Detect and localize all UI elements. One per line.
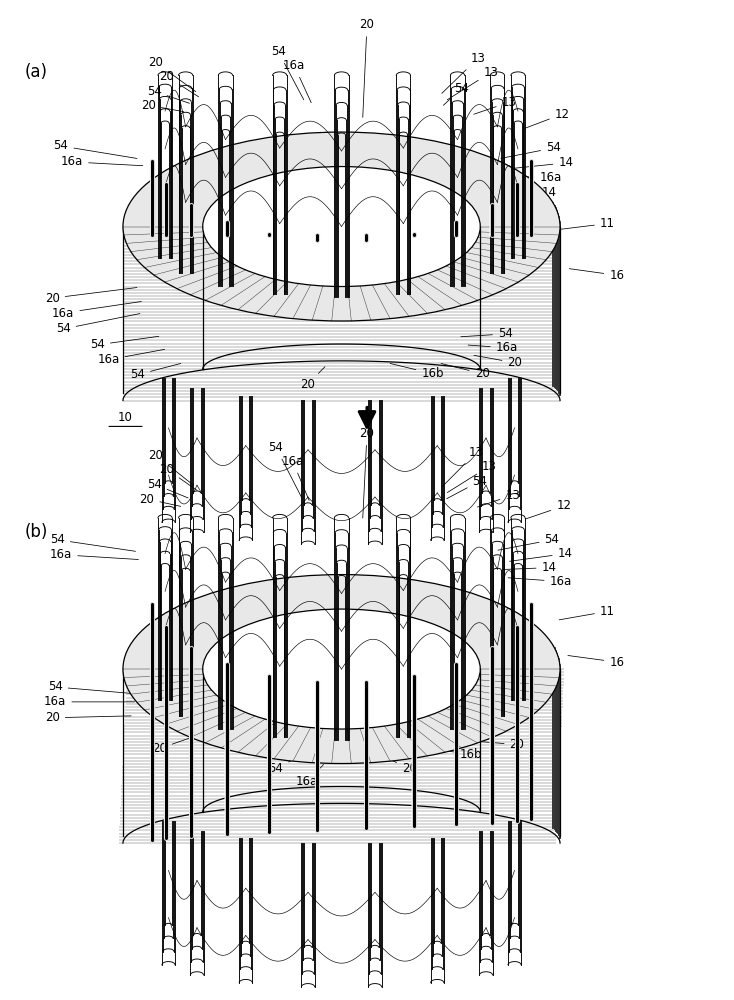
Text: 20: 20 (384, 757, 417, 775)
Text: 54: 54 (269, 755, 302, 775)
Text: 16a: 16a (283, 59, 311, 103)
Text: 20: 20 (148, 449, 194, 485)
Text: 13: 13 (477, 489, 520, 507)
Text: 54: 54 (147, 478, 188, 498)
Text: 10: 10 (117, 411, 133, 424)
Ellipse shape (123, 132, 560, 321)
Text: 20: 20 (360, 18, 374, 117)
Text: 14: 14 (509, 547, 573, 561)
Text: 54: 54 (56, 314, 140, 335)
Text: 20: 20 (148, 56, 196, 92)
Text: 16a: 16a (506, 171, 562, 184)
Text: 13: 13 (474, 96, 517, 114)
Text: 14: 14 (503, 561, 556, 574)
Text: 54: 54 (498, 533, 559, 550)
Text: 20: 20 (159, 70, 199, 97)
Text: 13: 13 (447, 66, 498, 100)
Text: 20: 20 (152, 738, 191, 755)
Text: 14: 14 (503, 184, 556, 199)
Text: 54: 54 (90, 336, 159, 351)
Text: 20: 20 (159, 463, 197, 490)
Text: 16: 16 (570, 269, 625, 282)
Text: 54: 54 (48, 680, 135, 694)
Text: 16a: 16a (282, 455, 309, 500)
Text: 20: 20 (45, 711, 131, 724)
Text: 54: 54 (447, 475, 487, 499)
Ellipse shape (123, 575, 560, 764)
Text: 16a: 16a (468, 341, 518, 354)
Text: 20: 20 (139, 493, 181, 506)
Text: (a): (a) (25, 63, 48, 81)
Text: 54: 54 (463, 698, 516, 711)
Text: 54: 54 (54, 139, 137, 158)
Text: 16a: 16a (61, 155, 143, 168)
Text: 54: 54 (501, 141, 561, 158)
Text: 16a: 16a (44, 695, 135, 708)
Text: 16b: 16b (390, 363, 444, 380)
Text: 54: 54 (461, 327, 513, 340)
Text: 54: 54 (269, 441, 302, 498)
Text: 13: 13 (442, 446, 484, 487)
Ellipse shape (203, 167, 480, 287)
Ellipse shape (203, 609, 480, 729)
Text: (b): (b) (25, 523, 48, 541)
Text: 20: 20 (45, 288, 137, 305)
Text: 54: 54 (443, 82, 469, 105)
Text: 16: 16 (568, 656, 625, 669)
Text: 16a: 16a (52, 302, 142, 320)
Text: 16a: 16a (465, 683, 520, 696)
Text: 20: 20 (141, 99, 184, 112)
Text: 54: 54 (130, 363, 181, 381)
Text: 16a: 16a (50, 548, 139, 561)
Text: 20: 20 (360, 427, 374, 518)
Text: 20: 20 (441, 363, 490, 380)
Text: 16a: 16a (98, 349, 164, 366)
Text: 12: 12 (526, 108, 570, 128)
Text: 20: 20 (299, 367, 325, 391)
Text: 14: 14 (511, 156, 573, 169)
Text: 11: 11 (562, 217, 615, 230)
Text: 20: 20 (474, 355, 523, 369)
Text: 13: 13 (442, 52, 485, 93)
Text: 54: 54 (50, 533, 136, 551)
Text: 12: 12 (526, 499, 571, 519)
Text: 20: 20 (472, 738, 525, 751)
Text: 54: 54 (147, 85, 189, 103)
Text: 54: 54 (271, 45, 304, 100)
Text: 16a: 16a (508, 575, 572, 588)
Text: 13: 13 (447, 460, 497, 493)
Text: 16b: 16b (422, 747, 482, 761)
Text: 16a: 16a (296, 765, 324, 788)
Text: 11: 11 (559, 605, 615, 620)
